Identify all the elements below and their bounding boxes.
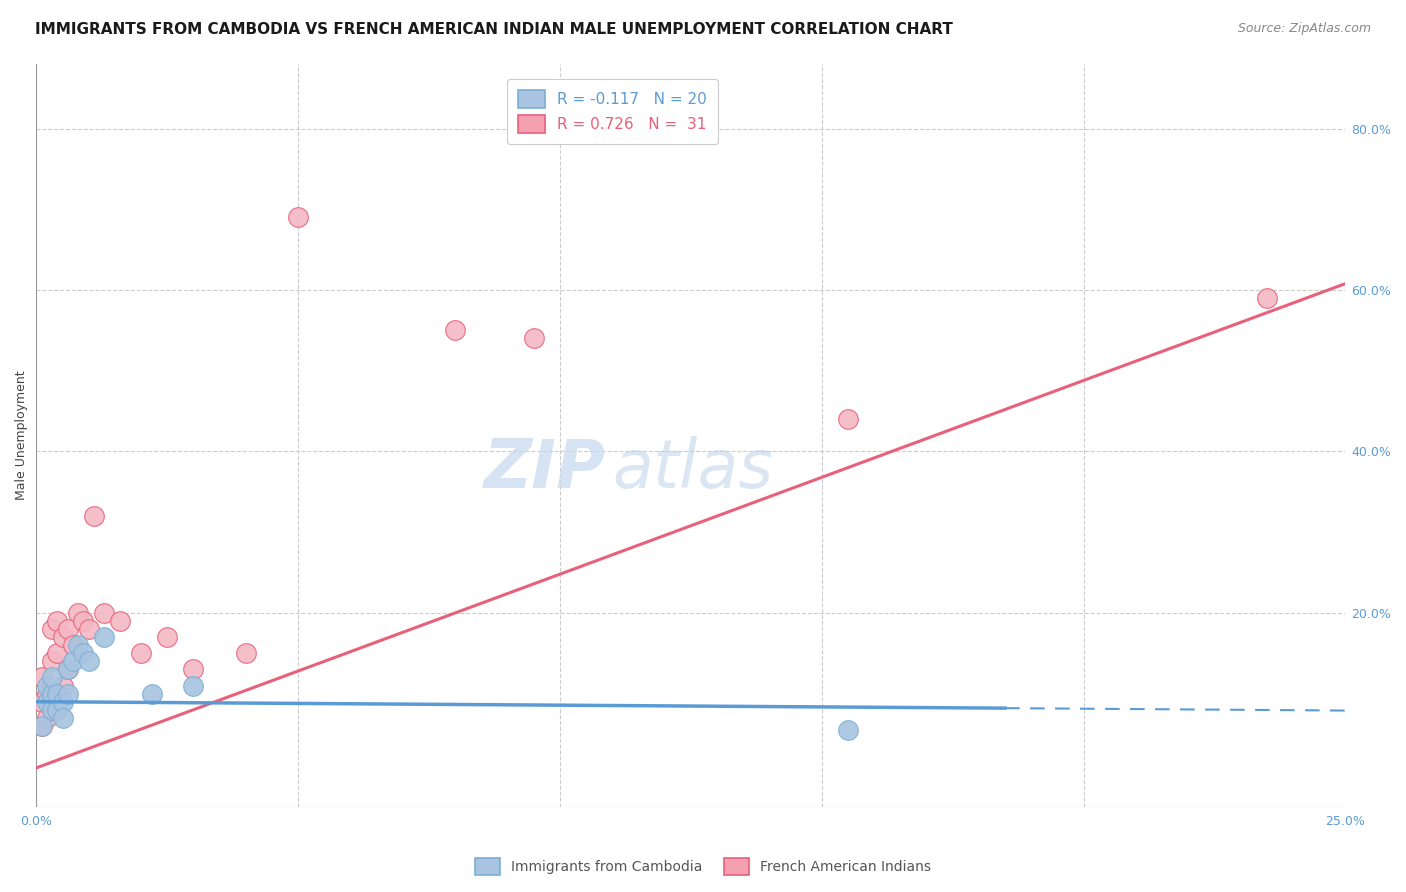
Point	[108, 614, 131, 628]
Point	[41, 622, 63, 636]
Point	[1256, 291, 1278, 305]
Text: ZIP: ZIP	[484, 436, 606, 501]
Point	[183, 679, 205, 693]
Y-axis label: Male Unemployment: Male Unemployment	[15, 370, 28, 500]
Point	[444, 323, 467, 337]
Point	[56, 662, 79, 676]
Text: atlas: atlas	[613, 436, 773, 501]
Point	[56, 687, 79, 701]
Point	[77, 622, 100, 636]
Text: IMMIGRANTS FROM CAMBODIA VS FRENCH AMERICAN INDIAN MALE UNEMPLOYMENT CORRELATION: IMMIGRANTS FROM CAMBODIA VS FRENCH AMERI…	[35, 22, 953, 37]
Point	[35, 679, 58, 693]
Text: Source: ZipAtlas.com: Source: ZipAtlas.com	[1237, 22, 1371, 36]
Point	[46, 646, 69, 660]
Point	[72, 614, 94, 628]
Point	[156, 630, 179, 644]
Point	[77, 654, 100, 668]
Point	[83, 509, 105, 524]
Point	[31, 670, 53, 684]
Point	[141, 687, 163, 701]
Point	[837, 723, 859, 737]
Point	[62, 638, 84, 652]
Point	[523, 331, 546, 345]
Point	[235, 646, 257, 660]
Point	[41, 687, 63, 701]
Point	[41, 654, 63, 668]
Point	[41, 703, 63, 717]
Point	[31, 719, 53, 733]
Point	[56, 622, 79, 636]
Point	[51, 695, 73, 709]
Point	[72, 646, 94, 660]
Point	[129, 646, 152, 660]
Point	[46, 703, 69, 717]
Point	[93, 606, 115, 620]
Point	[183, 662, 205, 676]
Point	[35, 695, 58, 709]
Point	[46, 614, 69, 628]
Point	[51, 711, 73, 725]
Point	[46, 687, 69, 701]
Point	[93, 630, 115, 644]
Point	[41, 703, 63, 717]
Point	[67, 638, 90, 652]
Point	[67, 606, 90, 620]
Point	[837, 412, 859, 426]
Point	[51, 679, 73, 693]
Point	[35, 687, 58, 701]
Point	[35, 711, 58, 725]
Point	[62, 654, 84, 668]
Point	[31, 695, 53, 709]
Point	[41, 670, 63, 684]
Point	[56, 662, 79, 676]
Point	[46, 687, 69, 701]
Legend: Immigrants from Cambodia, French American Indians: Immigrants from Cambodia, French America…	[470, 853, 936, 880]
Point	[51, 630, 73, 644]
Point	[31, 719, 53, 733]
Point	[287, 211, 309, 225]
Legend: R = -0.117   N = 20, R = 0.726   N =  31: R = -0.117 N = 20, R = 0.726 N = 31	[508, 79, 718, 144]
